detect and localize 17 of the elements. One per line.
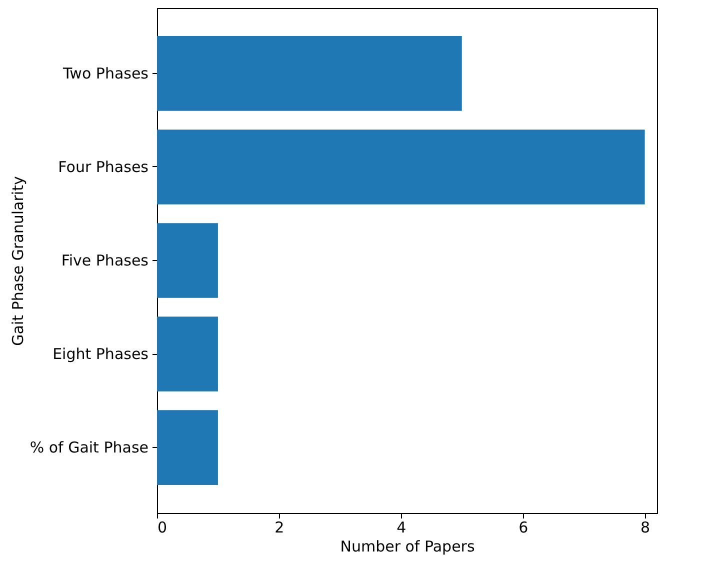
- x-tick-label: 0: [158, 518, 168, 536]
- bar: [157, 36, 462, 111]
- y-tick-label: Four Phases: [58, 158, 149, 176]
- bar: [157, 410, 218, 485]
- y-tick-label: Eight Phases: [52, 345, 149, 364]
- y-tick-label: % of Gait Phase: [30, 438, 148, 457]
- x-tick-label: 2: [274, 518, 284, 536]
- x-tick-label: 8: [640, 518, 650, 536]
- x-tick-label: 6: [518, 518, 528, 536]
- y-axis-title: Gait Phase Granularity: [8, 176, 27, 346]
- bar: [157, 130, 645, 204]
- y-tick-label: Five Phases: [61, 252, 149, 270]
- y-tick-label: Two Phases: [62, 64, 149, 82]
- bar: [157, 316, 218, 392]
- bar: [157, 223, 218, 298]
- x-tick-label: 4: [396, 518, 406, 536]
- x-axis-title: Number of Papers: [340, 538, 475, 556]
